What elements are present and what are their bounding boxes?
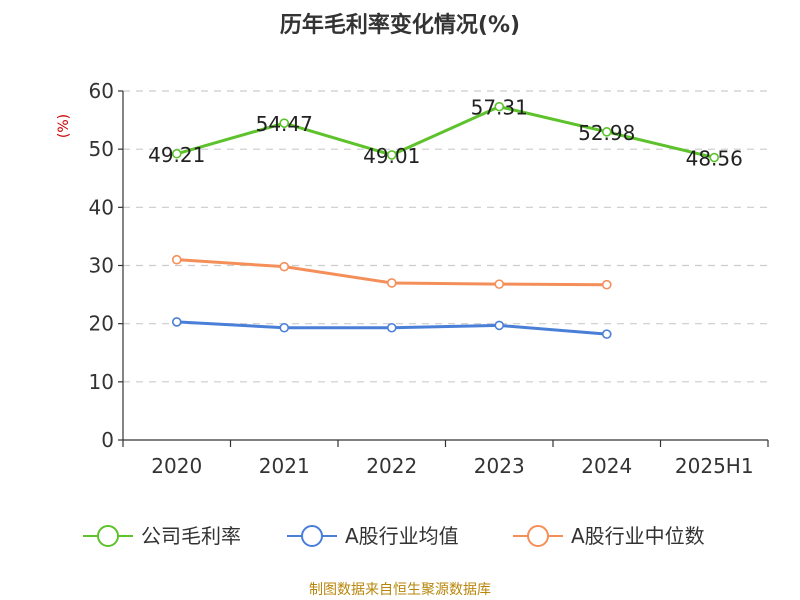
data-label: 49.21 — [148, 143, 205, 167]
data-point[interactable] — [601, 329, 612, 339]
data-point[interactable] — [709, 152, 720, 163]
data-label: 54.47 — [256, 112, 313, 136]
data-point[interactable] — [494, 101, 505, 112]
x-tick-label: 2021 — [259, 454, 310, 478]
data-point[interactable] — [279, 118, 290, 128]
legend[interactable]: 公司毛利率 A股行业均值 A股行业中位数 — [83, 524, 705, 548]
x-tick-label: 2020 — [151, 454, 202, 478]
y-tick-label: 0 — [101, 428, 114, 452]
x-tick-label: 2025H1 — [675, 454, 754, 478]
legend-item-label[interactable]: 公司毛利率 — [141, 524, 241, 548]
grid — [123, 90, 768, 383]
data-point[interactable] — [386, 150, 397, 160]
data-point[interactable] — [386, 278, 397, 288]
data-point[interactable] — [279, 322, 290, 333]
data-label: 48.56 — [686, 147, 743, 171]
data-point[interactable] — [494, 320, 505, 331]
x-tick-label: 2023 — [474, 454, 525, 478]
series-line-1 — [176, 105, 715, 160]
y-tick-label: 10 — [89, 370, 114, 394]
data-point[interactable] — [386, 322, 397, 333]
data-source: 制图数据来自恒生聚源数据库 — [309, 582, 491, 598]
legend-item-label[interactable]: A股行业中位数 — [571, 524, 705, 548]
x-tick-label: 2024 — [581, 454, 632, 478]
y-tick-label: 50 — [89, 137, 114, 161]
legend-marker — [301, 525, 323, 547]
data-label: 49.01 — [363, 144, 420, 168]
data-point[interactable] — [601, 127, 612, 137]
data-point[interactable] — [494, 279, 505, 289]
data-label: 52.98 — [578, 121, 635, 145]
data-point[interactable] — [171, 148, 182, 159]
data-point[interactable] — [171, 317, 182, 327]
y-tick-label: 40 — [89, 195, 114, 219]
data-point[interactable] — [279, 261, 290, 272]
y-axis-label: (%) — [56, 114, 72, 138]
legend-marker — [527, 525, 549, 547]
series — [171, 101, 720, 339]
data-point[interactable] — [171, 254, 182, 265]
data-label: 57.31 — [471, 96, 528, 120]
y-tick-label: 20 — [89, 312, 114, 336]
legend-marker — [97, 525, 119, 547]
data-point[interactable] — [601, 279, 612, 290]
y-tick-label: 30 — [89, 254, 114, 278]
legend-item-label[interactable]: A股行业均值 — [345, 524, 459, 548]
data-labels: 49.21 54.47 49.01 57.31 52.98 48.56 — [148, 96, 743, 171]
chart-title: 历年毛利率变化情况(%) — [280, 12, 520, 38]
x-tick-label: 2022 — [366, 454, 417, 478]
y-tick-label: 60 — [89, 79, 114, 103]
axes: 0 10 20 30 40 50 60 2020 2021 2022 2023 2024 2025H1 — [89, 79, 769, 478]
